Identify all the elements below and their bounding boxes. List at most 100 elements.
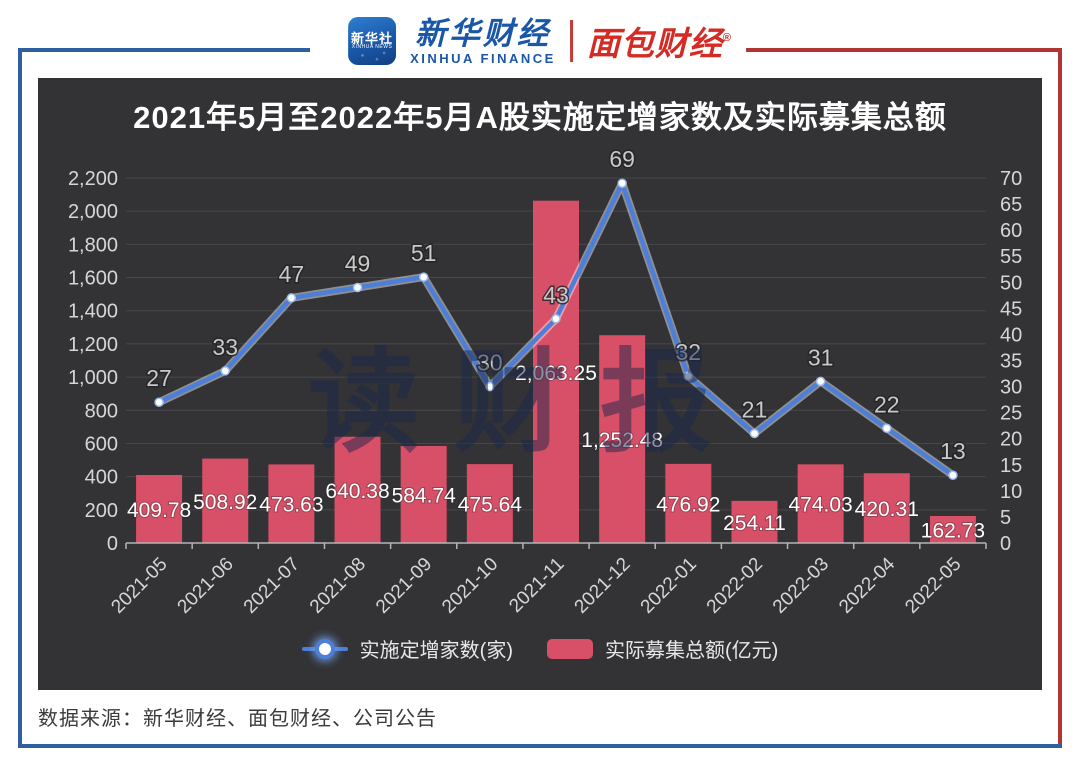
bar[interactable] xyxy=(334,436,381,543)
bread-finance-logo: 面包财经® xyxy=(587,17,732,65)
right-axis-tick-label: 60 xyxy=(1000,220,1022,242)
right-axis-tick-label: 0 xyxy=(1000,533,1011,555)
bar[interactable] xyxy=(599,335,646,543)
left-axis-tick-label: 0 xyxy=(107,533,118,555)
line-point[interactable] xyxy=(683,371,694,381)
line-point[interactable] xyxy=(948,470,958,480)
bread-finance-cn: 面包财经 xyxy=(586,25,723,62)
bar-value-label: 476.92 xyxy=(656,493,720,516)
line-point[interactable] xyxy=(485,381,495,392)
bar-value-label: 473.63 xyxy=(259,494,323,517)
registered-mark: ® xyxy=(722,32,732,44)
right-axis-tick-label: 25 xyxy=(1000,403,1022,425)
bar[interactable] xyxy=(665,463,712,543)
bar[interactable] xyxy=(268,464,315,543)
bar-value-label: 409.78 xyxy=(127,499,191,522)
bar-value-label: 1,252.48 xyxy=(581,429,663,452)
bar[interactable] xyxy=(466,464,513,543)
x-axis-category-label: 2022-01 xyxy=(637,554,701,618)
x-axis-category-label: 2021-12 xyxy=(571,554,635,618)
line-value-label: 30 xyxy=(477,350,503,376)
left-axis-tick-label: 1,800 xyxy=(68,234,118,256)
header: 新华社 XINHUA NEWS 新华财经 XINHUA FINANCE 面包财经… xyxy=(334,10,746,72)
xinhua-finance-en: XINHUA FINANCE xyxy=(410,50,556,66)
bar-value-label: 584.74 xyxy=(392,484,457,507)
right-axis-tick-label: 55 xyxy=(1000,246,1022,268)
right-axis-tick-label: 65 xyxy=(1000,194,1022,216)
chart-canvas: 02004006008001,0001,2001,4001,6001,8002,… xyxy=(68,145,1022,618)
x-axis-category-label: 2021-09 xyxy=(372,554,436,618)
bar[interactable] xyxy=(136,475,183,543)
x-axis-category-label: 2022-05 xyxy=(901,554,965,618)
xinhua-news-agency-logo: 新华社 XINHUA NEWS xyxy=(348,17,397,65)
x-axis-category-label: 2022-02 xyxy=(703,554,767,618)
legend-label-line-series: 实施定增家数(家) xyxy=(359,640,513,662)
frame-border-right xyxy=(1058,48,1062,748)
right-axis-tick-label: 5 xyxy=(1000,507,1011,529)
line-point[interactable] xyxy=(749,428,760,439)
right-axis-tick-label: 35 xyxy=(1000,351,1022,373)
line-value-label: 33 xyxy=(212,334,238,360)
bar-value-label: 420.31 xyxy=(855,498,919,521)
bar[interactable] xyxy=(863,473,910,543)
xinhua-finance-logo: 新华财经 XINHUA FINANCE xyxy=(410,18,556,65)
xinhua-finance-cn: 新华财经 xyxy=(414,15,551,51)
right-axis-tick-label: 40 xyxy=(1000,324,1022,346)
left-axis-tick-label: 1,000 xyxy=(68,367,118,389)
line-value-label: 27 xyxy=(146,365,172,391)
agency-logo-cn: 新华社 xyxy=(351,30,394,46)
line-point[interactable] xyxy=(815,376,826,387)
line-point[interactable] xyxy=(154,397,164,407)
agency-logo-en: XINHUA NEWS xyxy=(351,44,393,51)
bar[interactable] xyxy=(202,458,249,543)
legend-item-line-series[interactable]: 实施定增家数(家) xyxy=(301,634,513,663)
right-axis-tick-label: 15 xyxy=(1000,455,1022,477)
left-axis-tick-label: 400 xyxy=(85,467,118,489)
line-point[interactable] xyxy=(220,366,230,376)
line-value-label: 21 xyxy=(742,397,768,423)
line-value-label: 69 xyxy=(609,146,635,172)
line-point[interactable] xyxy=(352,282,363,293)
chart-title: 2021年5月至2022年5月A股实施定增家数及实际募集总额 xyxy=(133,100,947,135)
bar[interactable] xyxy=(533,200,579,544)
x-axis-category-label: 2021-10 xyxy=(438,554,502,618)
bar-value-label: 475.64 xyxy=(458,494,523,517)
line-value-label: 13 xyxy=(940,438,966,464)
line-value-label: 47 xyxy=(279,261,305,287)
bar-value-label: 254.11 xyxy=(723,512,786,535)
line-point[interactable] xyxy=(286,293,297,303)
bar[interactable] xyxy=(929,516,976,543)
bar-value-label: 474.03 xyxy=(788,494,852,517)
line-point[interactable] xyxy=(418,272,429,282)
left-axis-tick-label: 2,200 xyxy=(68,168,118,190)
x-axis-category-label: 2021-05 xyxy=(107,554,171,618)
frame-border-top-right xyxy=(710,48,1062,52)
chart-panel: 2021年5月至2022年5月A股实施定增家数及实际募集总额 0 200 400 60… xyxy=(38,78,1042,690)
x-axis-category-label: 2022-04 xyxy=(835,553,899,617)
right-axis-tick-label: 20 xyxy=(1000,429,1022,451)
right-axis-tick-label: 10 xyxy=(1000,481,1022,503)
chart-legend: 实施定增家数(家) 实际募集总额(亿元) xyxy=(38,634,1042,663)
left-axis-tick-label: 1,200 xyxy=(68,334,118,356)
line-point[interactable] xyxy=(551,314,561,324)
bar-series-swatch-icon xyxy=(547,638,593,659)
legend-label-bar-series: 实际募集总额(亿元) xyxy=(605,640,779,662)
bar[interactable] xyxy=(797,464,844,543)
line-value-label: 31 xyxy=(808,344,834,370)
header-divider xyxy=(569,20,573,62)
line-point[interactable] xyxy=(882,423,892,434)
line-value-label: 51 xyxy=(411,240,437,266)
line-point[interactable] xyxy=(617,178,627,188)
left-axis-tick-label: 200 xyxy=(85,500,118,522)
legend-item-bar-series[interactable]: 实际募集总额(亿元) xyxy=(547,634,778,663)
line-value-label: 43 xyxy=(543,282,569,308)
x-axis-category-label: 2021-11 xyxy=(505,554,568,617)
x-axis-category-label: 2022-03 xyxy=(769,554,833,618)
line-marker-dot-icon xyxy=(314,638,335,659)
x-axis-category-label: 2021-08 xyxy=(306,554,370,618)
x-axis-category-label: 2021-06 xyxy=(174,554,238,618)
bar-value-label: 162.73 xyxy=(921,520,985,543)
bar[interactable] xyxy=(731,500,778,543)
data-source-note: 数据来源：新华财经、面包财经、公司公告 xyxy=(38,708,437,730)
bar[interactable] xyxy=(400,445,447,543)
